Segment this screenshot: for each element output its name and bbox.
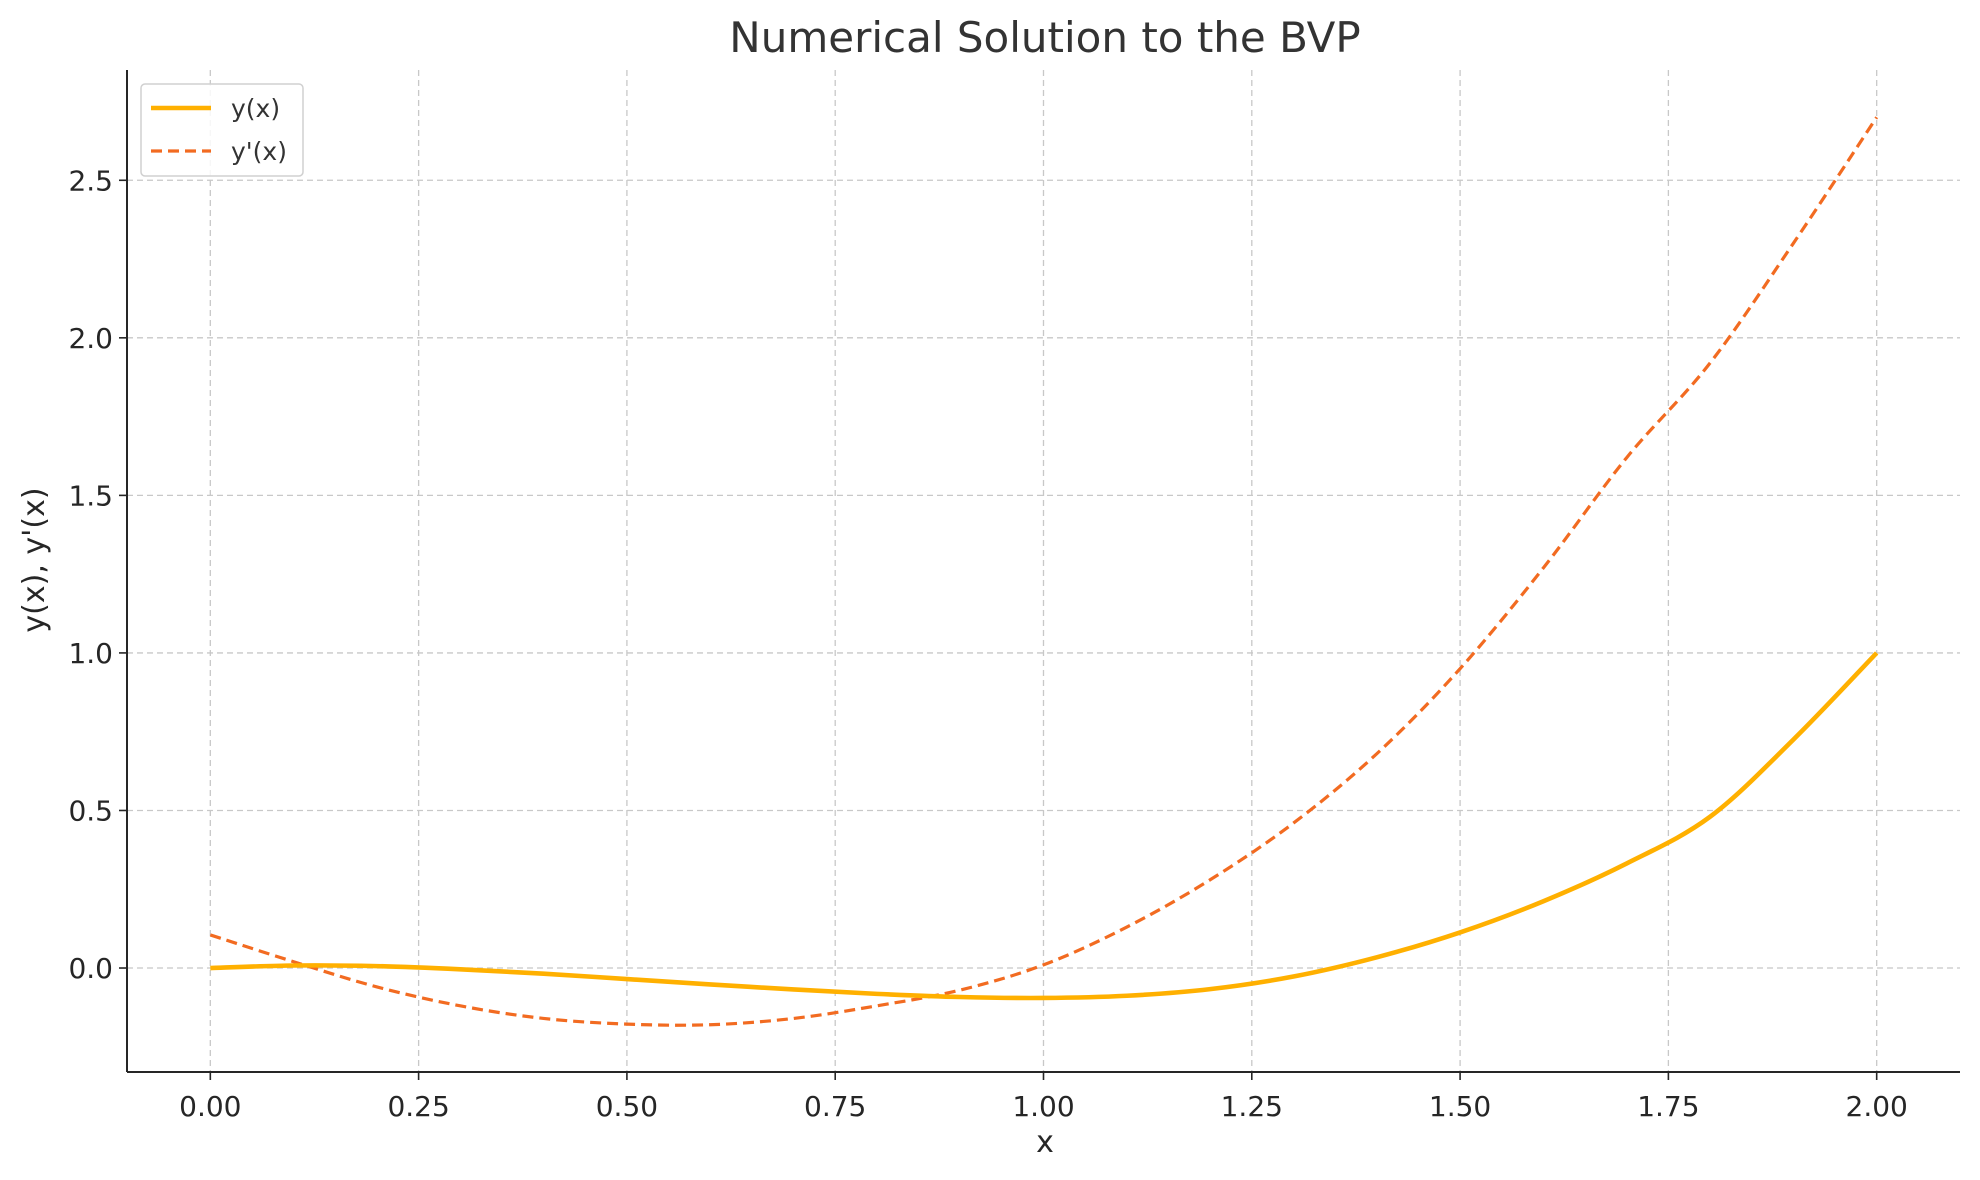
x-tick-label: 2.00 (1846, 1090, 1908, 1123)
y-tick-label: 1.5 (68, 479, 113, 512)
series-line-dy (209, 116, 1879, 1027)
y-tick-label: 2.0 (68, 322, 113, 355)
legend: y(x) y'(x) (140, 83, 304, 177)
grid (127, 70, 1960, 1072)
axes: 0.00 0.25 0.50 0.75 1.00 1.25 1.50 1.75 2.00 0.0 0… (68, 70, 1960, 1123)
x-tick-label: 0.75 (804, 1090, 866, 1123)
x-axis-label: x (1036, 1125, 1054, 1160)
x-tick-label: 1.00 (1012, 1090, 1074, 1123)
legend-label: y(x) (231, 94, 280, 123)
y-axis-label: y(x), y'(x) (17, 487, 52, 632)
chart-title: Numerical Solution to the BVP (729, 13, 1360, 62)
y-tick-label: 0.5 (68, 794, 113, 827)
x-tick-label: 1.25 (1221, 1090, 1283, 1123)
series-line-y (210, 651, 1879, 1001)
x-tick-label: 1.75 (1637, 1090, 1699, 1123)
y-tick-label: 0.0 (68, 952, 113, 985)
y-tick-label: 2.5 (68, 164, 113, 197)
x-tick-label: 0.50 (596, 1090, 658, 1123)
x-tick-label: 0.00 (179, 1090, 241, 1123)
x-tick-label: 0.25 (387, 1090, 449, 1123)
legend-label: y'(x) (231, 137, 287, 166)
x-tick-label: 1.50 (1429, 1090, 1491, 1123)
y-tick-label: 1.0 (68, 637, 113, 670)
series-layer (209, 116, 1879, 1027)
